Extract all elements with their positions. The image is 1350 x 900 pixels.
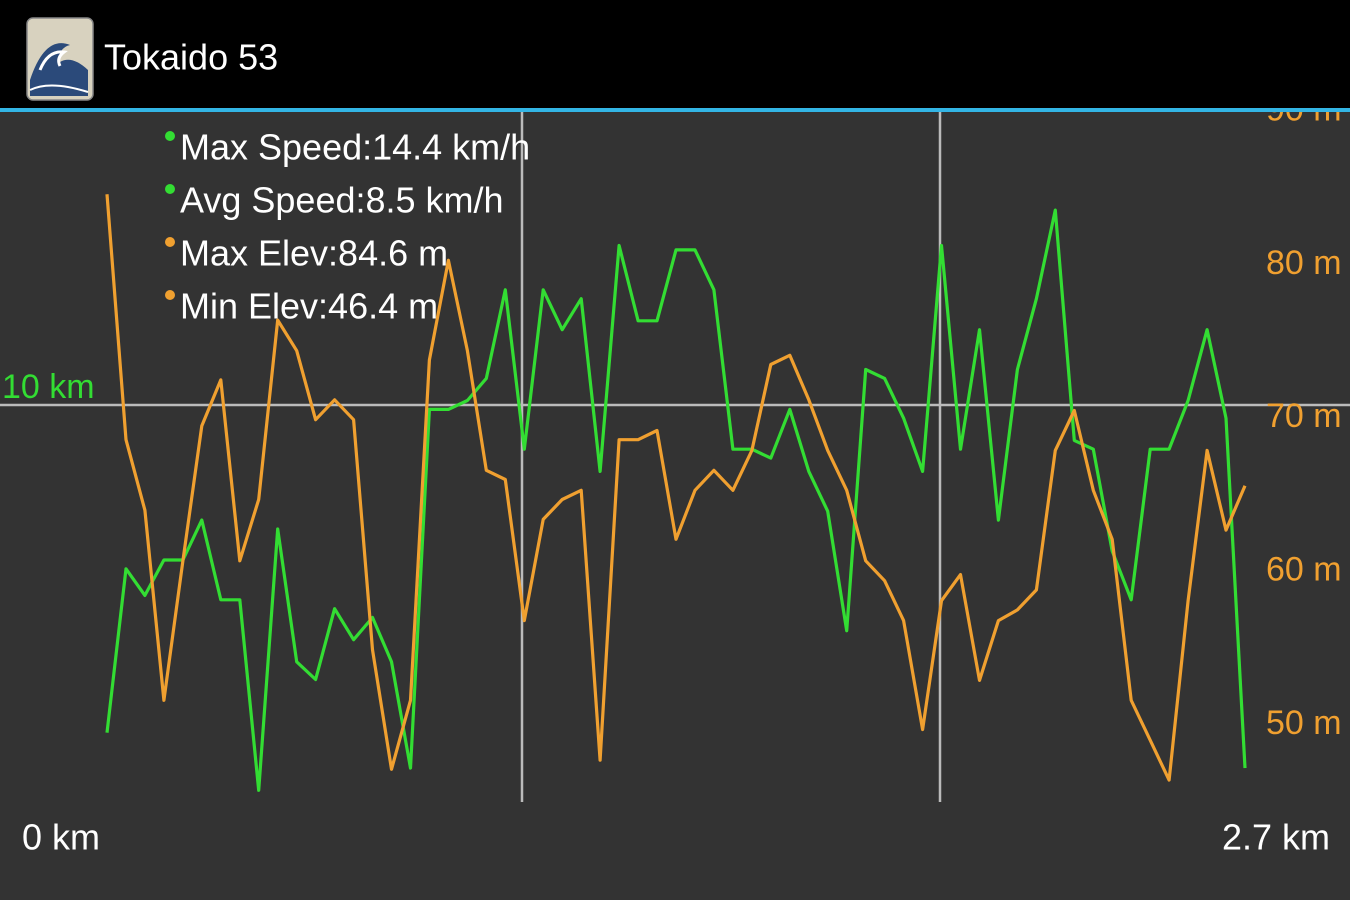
legend-text: Max Speed:14.4 km/h	[180, 127, 530, 168]
app-bar-divider	[0, 108, 1350, 112]
app-title: Tokaido 53	[104, 37, 278, 78]
legend-dot	[165, 184, 175, 194]
y2-tick-label: 60 m	[1266, 551, 1342, 589]
y-tick-label: 10 km	[2, 368, 95, 406]
app-icon[interactable]	[26, 17, 94, 101]
legend-text: Max Elev:84.6 m	[180, 233, 448, 274]
legend-dot	[165, 131, 175, 141]
legend-dot	[165, 237, 175, 247]
x-tick-label: 2.7 km	[1222, 817, 1330, 858]
y2-tick-label: 80 m	[1266, 244, 1342, 282]
app-bar: Tokaido 53	[0, 0, 1350, 112]
legend-text: Min Elev:46.4 m	[180, 286, 438, 327]
series-line	[105, 208, 1247, 792]
x-tick-label: 0 km	[22, 817, 100, 858]
app-bar-background	[0, 0, 1350, 108]
legend-text: Avg Speed:8.5 km/h	[180, 180, 504, 221]
series-line	[105, 194, 1247, 782]
y2-tick-label: 70 m	[1266, 397, 1342, 435]
legend-dot	[165, 290, 175, 300]
y2-tick-label: 50 m	[1266, 704, 1342, 742]
